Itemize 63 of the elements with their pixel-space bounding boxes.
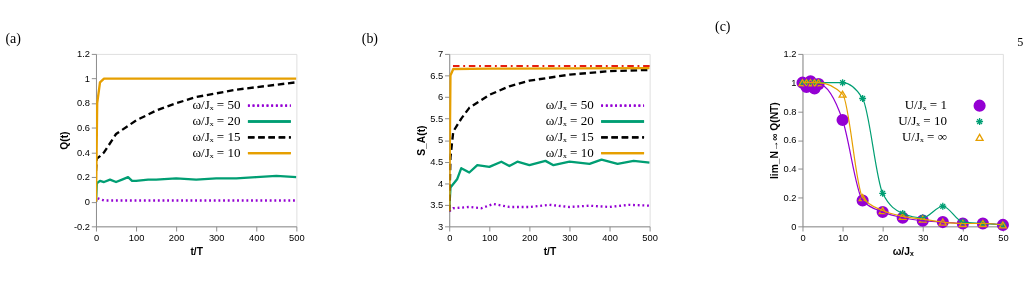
y-tick-label: 6.5 [430,70,444,81]
legend-label: U/Jₓ = ∞ [901,129,947,145]
y-tick-label: 0.8 [783,106,797,117]
y-tick-label: -0.2 [73,221,90,232]
y-tick-label: 0.4 [76,147,90,158]
x-tick-label: 500 [642,232,658,243]
chart-title: (a) [5,30,22,47]
legend-label: ω/Jₓ = 10 [545,144,595,160]
y-tick-label: 4.5 [430,156,444,167]
y-tick-label: 0 [791,221,797,232]
x-tick-label: 0 [447,232,453,243]
y-tick-label: 0.2 [76,172,90,183]
x-axis-title: t/T [543,245,557,257]
legend-label: ω/Jₓ = 50 [192,97,241,113]
y-tick-label: 7 [438,49,444,60]
x-tick-label: 400 [249,232,265,243]
x-tick-label: 200 [522,232,538,243]
y-tick-label: 0.6 [783,135,797,146]
x-tick-label: 50 [998,232,1009,243]
y-tick-label: 6 [438,92,444,103]
y-tick-label: 1 [791,77,797,88]
legend-label: U/Jₓ = 10 [898,113,948,129]
x-tick-label: 0 [800,232,806,243]
x-tick-label: 30 [918,232,929,243]
x-tick-label: 0 [93,232,100,243]
y-tick-label: 0.8 [76,98,90,109]
x-tick-label: 10 [837,232,849,243]
legend-label: ω/Jₓ = 20 [192,113,241,129]
legend-label: ω/Jₓ = 15 [545,129,594,145]
legend-label: ω/Jₓ = 50 [545,97,595,113]
y-axis-title: S_A(t) [415,125,427,156]
y-tick-label: 0.2 [783,192,797,203]
legend-label: ω/Jₓ = 10 [192,144,241,160]
y-axis-title: Q(t) [59,131,71,150]
legend-label: ω/Jₓ = 20 [545,113,595,129]
x-tick-label: 300 [562,232,578,243]
legend-label: ω/Jₓ = 15 [192,129,241,145]
y-tick-label: 0 [84,197,90,208]
y-tick-label: 5 [438,135,444,146]
x-tick-label: 100 [128,232,145,243]
x-tick-label: 20 [877,232,889,243]
x-tick-label: 40 [958,232,969,243]
y-tick-label: 1.2 [76,49,90,60]
y-axis-title: lim_N→∞ Q(NT) [768,102,780,180]
chart-title: (b) [361,30,379,47]
y-tick-label: 0.4 [783,164,797,175]
x-tick-label: 200 [168,232,185,243]
y-tick-label: 1 [84,73,90,84]
x-tick-label: 500 [289,232,305,243]
x-tick-label: 100 [482,232,498,243]
y-tick-label: 0.6 [76,123,90,134]
x-tick-label: 400 [602,232,618,243]
x-axis-title: t/T [190,245,204,257]
chart-title: (c) [714,18,731,35]
y-tick-label: 4 [438,178,444,189]
x-axis-title: ω/Jₓ [892,245,914,257]
y-tick-label: 3.5 [430,200,444,211]
x-tick-label: 300 [208,232,225,243]
y-tick-label: 1.2 [783,49,797,60]
y-tick-label: 5.5 [430,113,444,124]
legend-label: U/Jₓ = 1 [904,97,947,113]
text: 5 [1017,35,1024,50]
y-tick-label: 3 [438,221,444,232]
